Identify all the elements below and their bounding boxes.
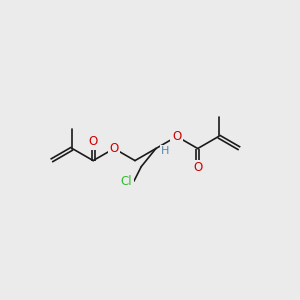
- Text: O: O: [193, 161, 202, 174]
- Text: O: O: [110, 142, 119, 155]
- Text: Cl: Cl: [121, 175, 133, 188]
- Text: O: O: [88, 135, 98, 148]
- Text: H: H: [161, 146, 170, 156]
- Text: O: O: [172, 130, 182, 143]
